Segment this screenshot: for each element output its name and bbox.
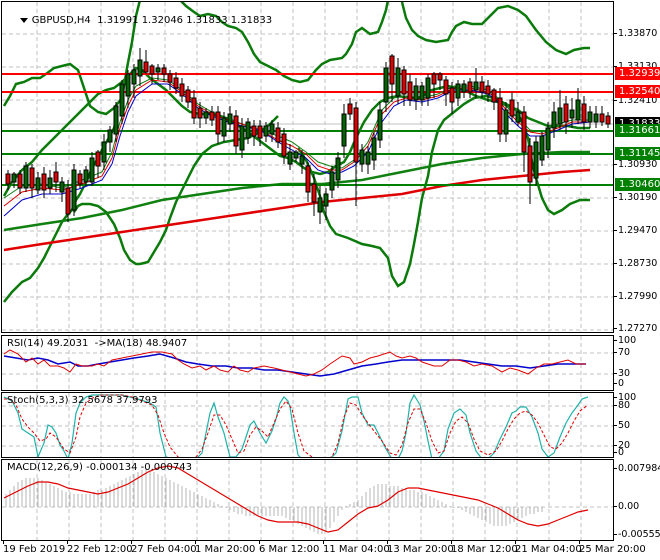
rsi-tick: 100 [613,335,637,346]
price-tick: 1.27270 [613,323,658,334]
stochastic-panel[interactable]: Stoch(5,3,3) 32.5678 37.9793 [1,392,614,458]
stoch-tick: 0 [613,447,625,458]
dropdown-triangle-icon[interactable] [19,17,28,23]
macd-chart-canvas [2,460,613,540]
level-label-support-3: 1.30460 [615,178,660,191]
price-scale[interactable]: 1.33870 1.33130 1.32410 1.30930 1.30190 … [613,1,660,334]
time-label: 6 Mar 12:00 [259,541,320,555]
rsi-label: RSI(14) 49.2031 ->MA(18) 48.9407 [7,338,188,349]
stoch-label: Stoch(5,3,3) 32.5678 37.9793 [7,395,158,406]
time-label: 11 Mar 04:00 [323,541,390,555]
ohlc-values: 1.31991 1.32046 1.31833 1.31833 [97,15,273,26]
time-label: 21 Mar 04:00 [515,541,582,555]
rsi-tick: 0 [613,378,625,389]
rsi-tick: 30 [613,368,631,379]
macd-tick: -0.005555 [614,529,660,540]
price-tick: 1.30930 [613,159,658,170]
rsi-chart-canvas [2,336,613,390]
time-label: 22 Feb 12:00 [67,541,133,555]
symbol-header: GBPUSD,H4 1.31991 1.32046 1.31833 1.3183… [7,4,272,37]
stoch-scale: 100 80 50 20 0 [613,392,660,458]
stoch-tick: 80 [613,400,631,411]
time-label: 19 Feb 2019 [3,541,66,555]
macd-panel[interactable]: MACD(12,26,9) -0.000134 -0.000743 [1,459,614,541]
price-tick: 1.28730 [613,258,658,269]
stoch-tick: 20 [613,440,631,451]
time-axis[interactable]: 19 Feb 2019 22 Feb 12:00 27 Feb 04:00 1 … [0,541,660,560]
price-tick: 1.30190 [613,192,658,203]
rsi-panel[interactable]: RSI(14) 49.2031 ->MA(18) 48.9407 [1,335,614,391]
stoch-tick: 100 [613,392,637,403]
time-label: 13 Mar 20:00 [387,541,454,555]
level-label-resistance-2: 1.32540 [615,85,660,98]
symbol-label: GBPUSD,H4 [31,15,91,26]
price-tick: 1.33130 [613,61,657,72]
rsi-scale: 100 70 30 0 [613,335,660,391]
rsi-tick: 70 [613,347,631,358]
macd-label: MACD(12,26,9) -0.000134 -0.000743 [7,462,192,473]
price-tick: 1.29470 [613,225,658,236]
time-label: 18 Mar 12:00 [451,541,518,555]
price-tick: 1.32410 [613,95,658,106]
price-chart-canvas [2,2,613,332]
macd-scale: 0.007984 0.00 -0.005555 [613,459,660,541]
stoch-tick: 50 [613,420,631,431]
price-tick: 1.27990 [613,291,658,302]
time-label: 1 Mar 20:00 [195,541,256,555]
time-label: 25 Mar 20:00 [579,541,646,555]
level-label-support-1: 1.31661 [615,124,660,137]
level-label-support-2: 1.31145 [615,147,660,160]
level-label-resistance-1: 1.32939 [615,67,660,80]
macd-tick: 0.00 [613,501,640,512]
price-tick: 1.33870 [613,28,658,39]
main-price-panel[interactable]: GBPUSD,H4 1.31991 1.32046 1.31833 1.3183… [1,1,614,333]
time-label: 27 Feb 04:00 [131,541,197,555]
macd-tick: 0.007984 [613,463,660,474]
